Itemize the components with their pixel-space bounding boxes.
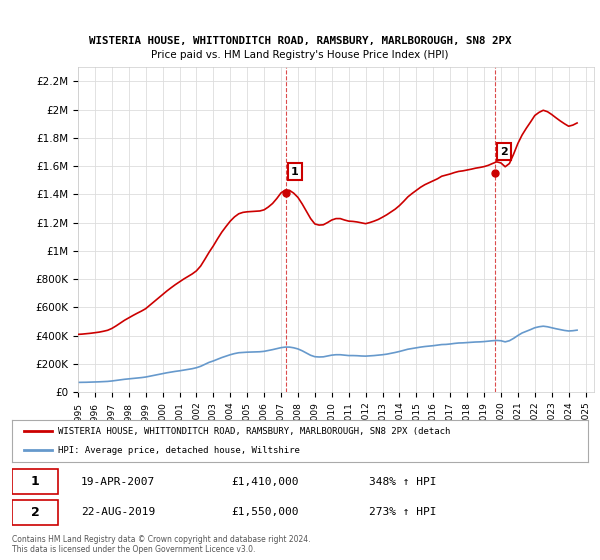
Text: 1: 1 bbox=[291, 166, 299, 176]
Text: 19-APR-2007: 19-APR-2007 bbox=[81, 477, 155, 487]
Text: 348% ↑ HPI: 348% ↑ HPI bbox=[369, 477, 437, 487]
Text: WISTERIA HOUSE, WHITTONDITCH ROAD, RAMSBURY, MARLBOROUGH, SN8 2PX: WISTERIA HOUSE, WHITTONDITCH ROAD, RAMSB… bbox=[89, 36, 511, 46]
FancyBboxPatch shape bbox=[12, 500, 58, 525]
Text: 2: 2 bbox=[31, 506, 40, 519]
Text: WISTERIA HOUSE, WHITTONDITCH ROAD, RAMSBURY, MARLBOROUGH, SN8 2PX (detach: WISTERIA HOUSE, WHITTONDITCH ROAD, RAMSB… bbox=[58, 427, 451, 436]
Text: Contains HM Land Registry data © Crown copyright and database right 2024.
This d: Contains HM Land Registry data © Crown c… bbox=[12, 535, 311, 554]
Text: £1,550,000: £1,550,000 bbox=[231, 507, 298, 517]
Text: £1,410,000: £1,410,000 bbox=[231, 477, 298, 487]
FancyBboxPatch shape bbox=[12, 469, 58, 494]
Text: 273% ↑ HPI: 273% ↑ HPI bbox=[369, 507, 437, 517]
Text: 1: 1 bbox=[31, 475, 40, 488]
Text: HPI: Average price, detached house, Wiltshire: HPI: Average price, detached house, Wilt… bbox=[58, 446, 300, 455]
Text: 2: 2 bbox=[500, 147, 508, 157]
Text: Price paid vs. HM Land Registry's House Price Index (HPI): Price paid vs. HM Land Registry's House … bbox=[151, 50, 449, 60]
Text: 22-AUG-2019: 22-AUG-2019 bbox=[81, 507, 155, 517]
